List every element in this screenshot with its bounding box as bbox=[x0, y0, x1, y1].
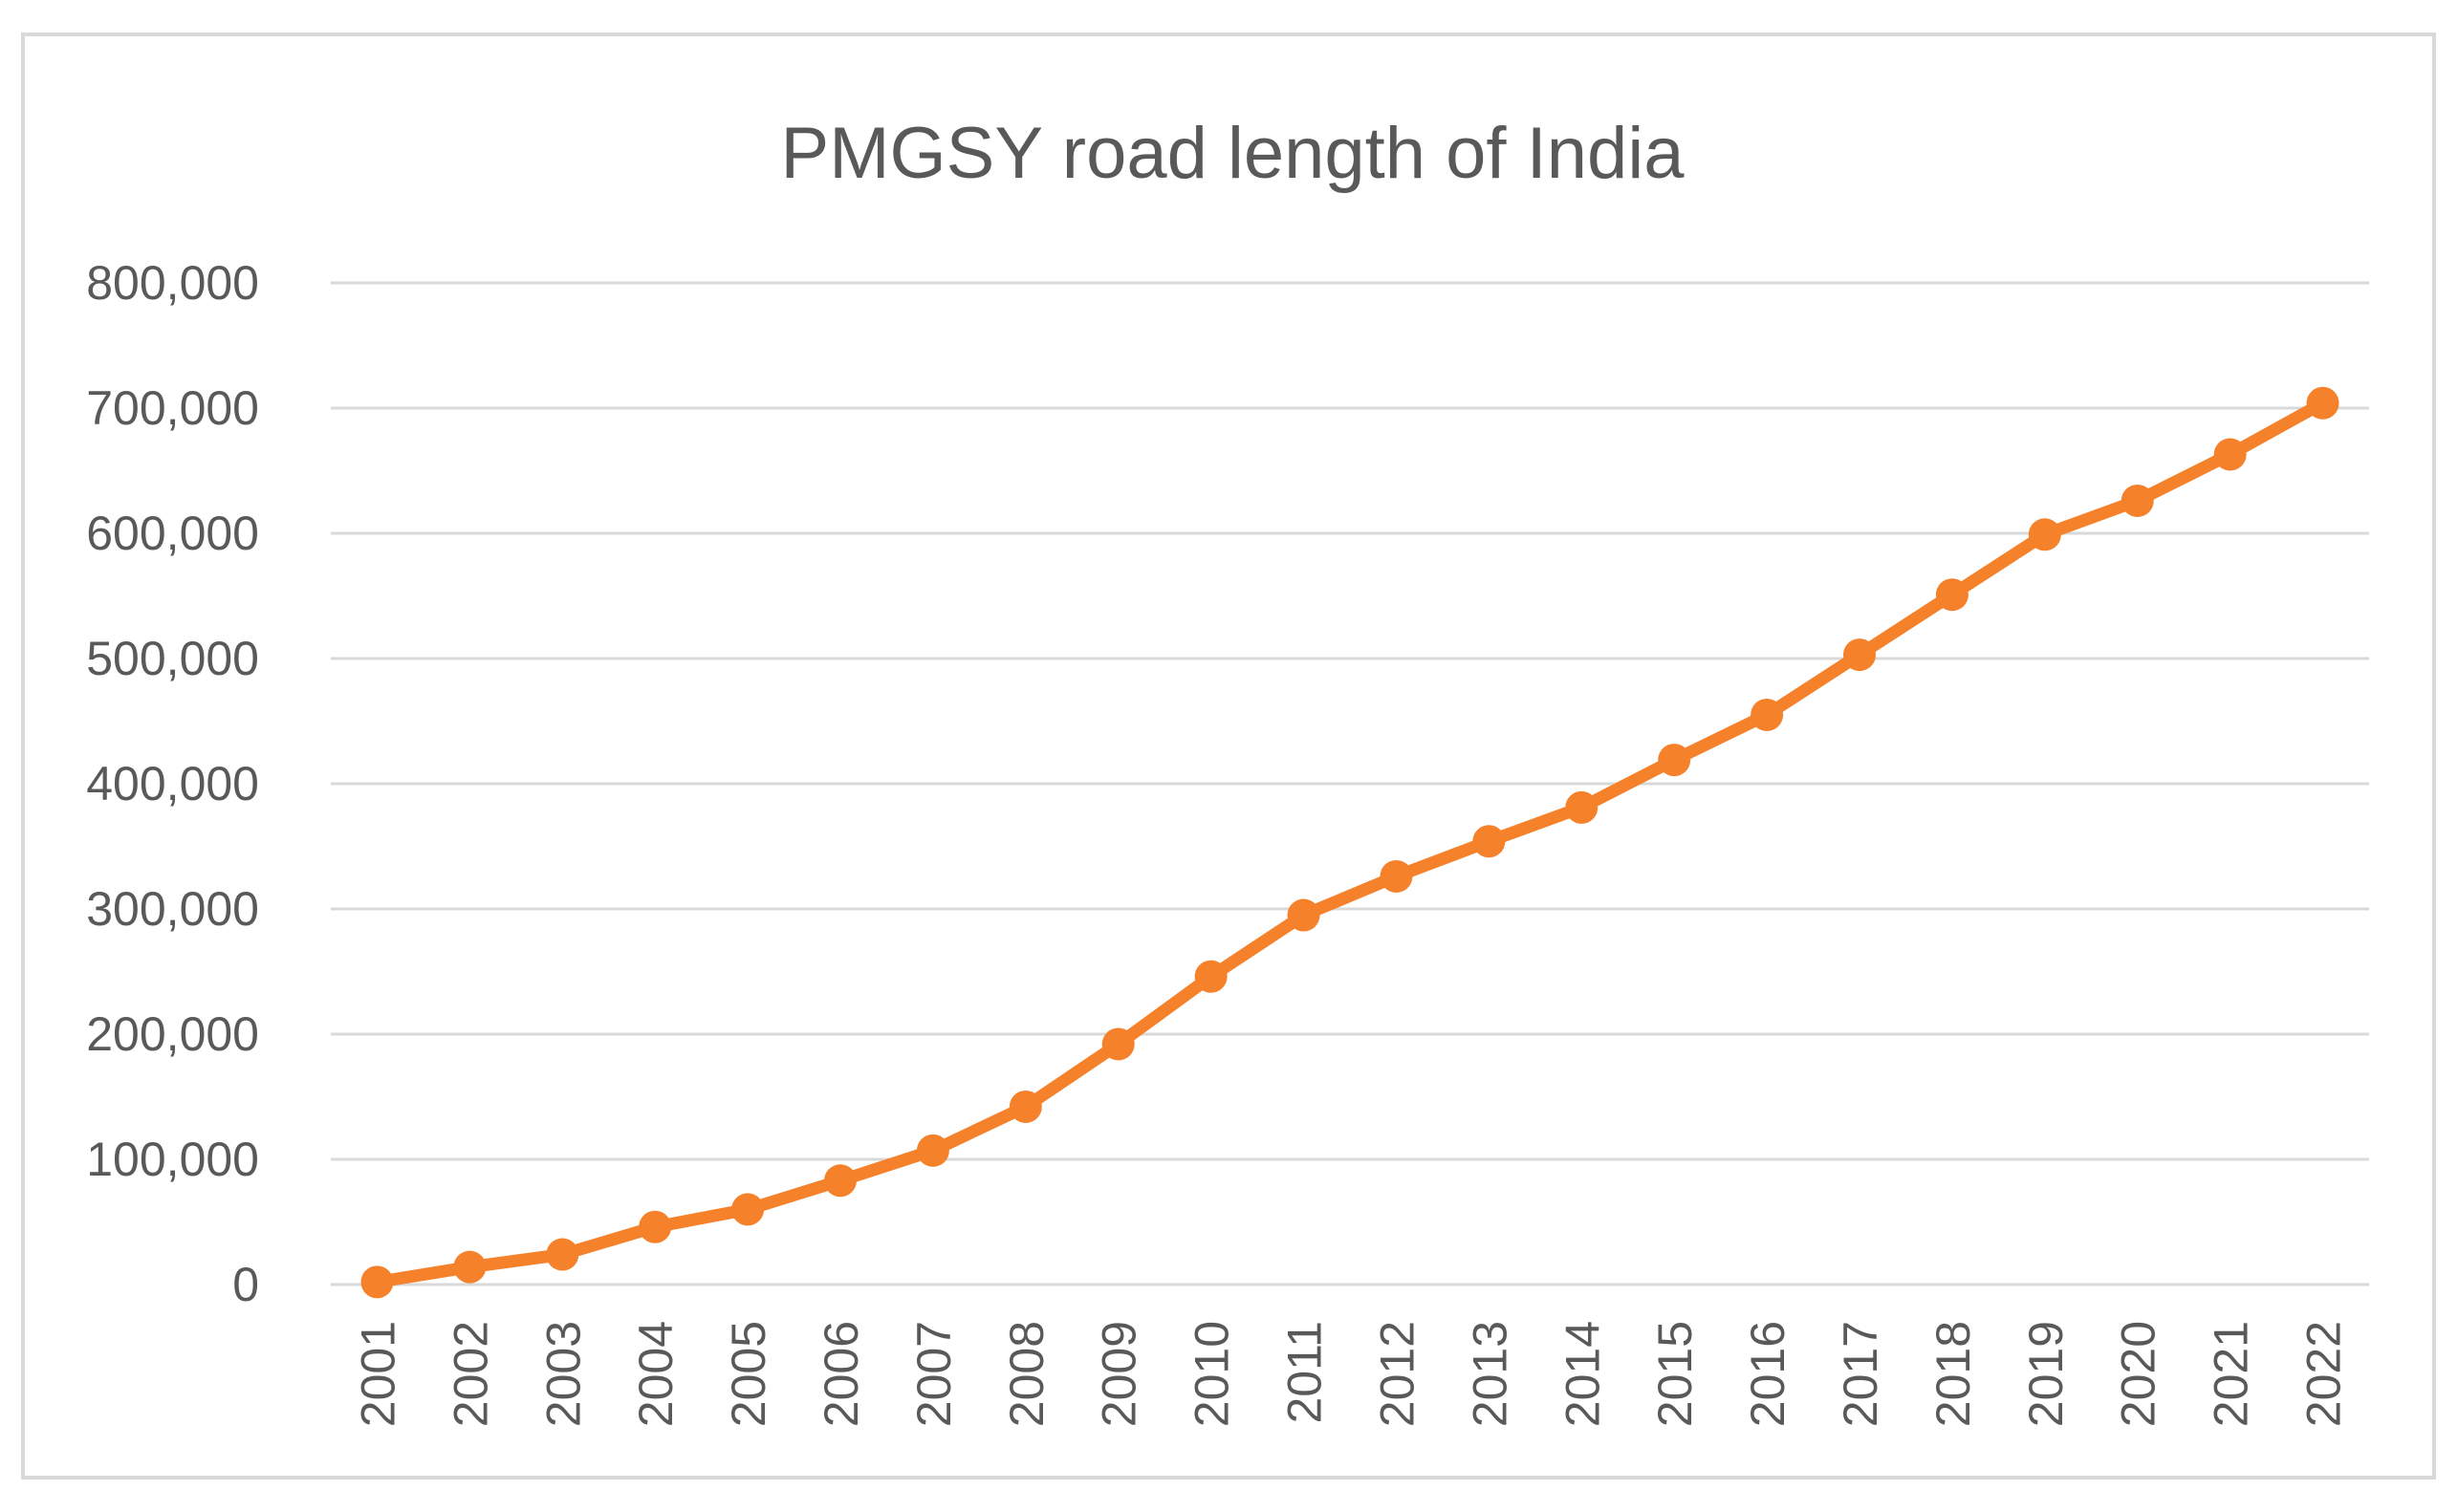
x-tick-label: 2008 bbox=[1000, 1321, 1054, 1427]
data-point bbox=[546, 1238, 579, 1271]
x-tick-label: 2022 bbox=[2297, 1321, 2351, 1427]
y-axis-tick-labels: 0 100,000 200,000 300,000 400,000 500,000 600,… bbox=[86, 256, 259, 1311]
x-tick-label: 2001 bbox=[351, 1321, 404, 1427]
x-tick-label: 2013 bbox=[1463, 1321, 1516, 1427]
x-tick-label: 2014 bbox=[1555, 1321, 1609, 1427]
data-point bbox=[2028, 518, 2061, 551]
gridlines bbox=[331, 281, 2369, 1286]
y-tick-label: 200,000 bbox=[86, 1007, 259, 1061]
x-tick-label: 2017 bbox=[1834, 1321, 1887, 1427]
x-tick-label: 2004 bbox=[629, 1321, 683, 1427]
data-point bbox=[824, 1164, 857, 1198]
x-tick-label: 2006 bbox=[815, 1321, 868, 1427]
data-point bbox=[1287, 898, 1320, 932]
y-tick-label: 600,000 bbox=[86, 507, 259, 560]
data-point bbox=[1194, 960, 1228, 993]
x-tick-label: 2018 bbox=[1926, 1321, 1980, 1427]
x-tick-label: 2019 bbox=[2019, 1321, 2073, 1427]
x-tick-label: 2021 bbox=[2205, 1321, 2258, 1427]
y-tick-label: 700,000 bbox=[86, 381, 259, 435]
x-tick-label: 2016 bbox=[1741, 1321, 1795, 1427]
data-point bbox=[1101, 1027, 1135, 1061]
data-point bbox=[2306, 386, 2339, 420]
line-chart: PMGSY road length of India 0 100,000 200,0… bbox=[86, 113, 2369, 1427]
y-tick-label: 400,000 bbox=[86, 757, 259, 810]
x-tick-label: 2007 bbox=[907, 1321, 961, 1427]
data-point bbox=[360, 1265, 394, 1299]
data-point bbox=[2121, 484, 2154, 517]
data-point bbox=[2213, 438, 2247, 471]
chart-frame: PMGSY road length of India 0 100,000 200,0… bbox=[21, 32, 2436, 1480]
series-line bbox=[370, 397, 2330, 1288]
data-point bbox=[1380, 859, 1413, 893]
data-point bbox=[1843, 638, 1876, 672]
y-tick-label: 100,000 bbox=[86, 1133, 259, 1186]
x-tick-label: 2010 bbox=[1185, 1321, 1239, 1427]
x-tick-label: 2005 bbox=[722, 1321, 775, 1427]
x-tick-label: 2011 bbox=[1278, 1321, 1332, 1424]
x-tick-label: 2009 bbox=[1093, 1321, 1146, 1427]
x-tick-label: 2020 bbox=[2112, 1321, 2165, 1427]
y-tick-label: 500,000 bbox=[86, 632, 259, 685]
y-tick-label: 0 bbox=[232, 1258, 259, 1311]
data-point bbox=[453, 1250, 487, 1284]
data-point bbox=[1751, 698, 1784, 731]
x-tick-label: 2003 bbox=[536, 1321, 590, 1427]
data-point bbox=[1472, 825, 1506, 858]
data-point bbox=[916, 1134, 949, 1167]
y-tick-label: 800,000 bbox=[86, 256, 259, 310]
x-tick-label: 2002 bbox=[444, 1321, 497, 1427]
y-tick-label: 300,000 bbox=[86, 882, 259, 936]
x-tick-label: 2015 bbox=[1648, 1321, 1702, 1427]
data-point bbox=[1009, 1090, 1042, 1123]
data-point bbox=[639, 1210, 672, 1243]
x-tick-label: 2012 bbox=[1370, 1321, 1424, 1427]
x-axis-tick-labels: 2001 2002 2003 2004 2005 2006 2007 2008 2009 2010… bbox=[351, 1321, 2350, 1427]
data-point bbox=[1658, 744, 1691, 777]
series-layer bbox=[360, 386, 2339, 1299]
data-point bbox=[1935, 578, 1969, 612]
chart-title: PMGSY road length of India bbox=[781, 113, 1686, 194]
data-point bbox=[731, 1193, 765, 1226]
data-point bbox=[1565, 790, 1599, 824]
